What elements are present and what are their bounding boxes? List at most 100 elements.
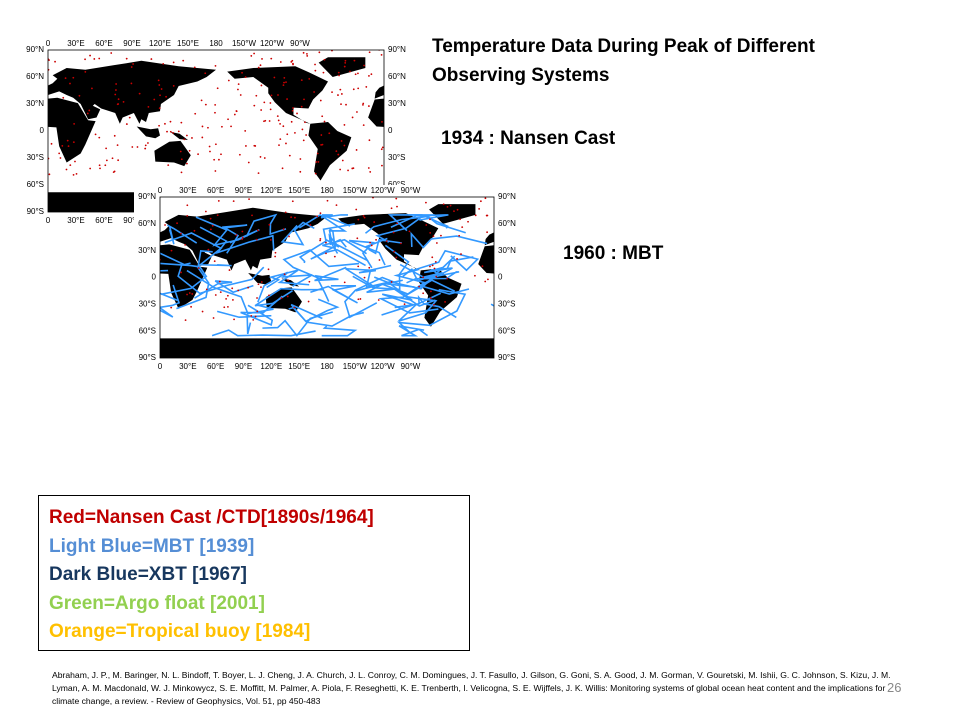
observation-dot bbox=[362, 124, 365, 127]
observation-dot bbox=[431, 256, 434, 259]
observation-dot bbox=[375, 238, 377, 241]
observation-dot bbox=[269, 102, 272, 104]
observation-dot bbox=[288, 154, 291, 157]
observation-dot bbox=[425, 201, 427, 204]
observation-dot bbox=[268, 223, 271, 226]
observation-dot bbox=[481, 265, 484, 268]
ship-track bbox=[186, 269, 274, 315]
observation-dot bbox=[200, 99, 203, 102]
observation-dot bbox=[239, 94, 242, 96]
observation-dot bbox=[188, 292, 191, 294]
observation-dot bbox=[314, 63, 316, 66]
observation-dot bbox=[113, 134, 116, 137]
observation-dot bbox=[381, 164, 383, 167]
observation-dot bbox=[393, 250, 396, 253]
ship-track bbox=[423, 255, 474, 274]
caption: 1960 : MBT bbox=[563, 243, 664, 264]
lon-label: 30°E bbox=[67, 216, 84, 225]
land bbox=[136, 126, 160, 139]
observation-dot bbox=[218, 158, 220, 161]
observation-dot bbox=[183, 138, 186, 141]
observation-dot bbox=[227, 305, 229, 308]
observation-dot bbox=[209, 217, 212, 220]
observation-dot bbox=[274, 251, 277, 254]
observation-dot bbox=[66, 139, 69, 142]
observation-dot bbox=[221, 125, 223, 128]
observation-dot bbox=[367, 167, 370, 169]
observation-dot bbox=[287, 279, 290, 282]
observation-dot bbox=[385, 240, 388, 242]
land bbox=[0, 122, 15, 181]
observation-dot bbox=[98, 136, 101, 139]
land bbox=[160, 207, 327, 271]
observation-dot bbox=[217, 200, 220, 202]
land bbox=[484, 232, 494, 246]
ship-track bbox=[377, 279, 456, 314]
observation-dot bbox=[335, 204, 338, 207]
observation-dot bbox=[116, 144, 119, 146]
observation-dot bbox=[319, 99, 322, 102]
observation-dot bbox=[252, 318, 255, 321]
observation-dot bbox=[159, 94, 161, 97]
observation-dot bbox=[318, 51, 321, 54]
observation-dot bbox=[351, 116, 354, 119]
ship-track bbox=[320, 214, 351, 227]
observation-dot bbox=[193, 66, 196, 69]
observation-dot bbox=[279, 122, 281, 125]
observation-dot bbox=[390, 207, 393, 210]
observation-dot bbox=[201, 125, 204, 128]
observation-dot bbox=[363, 276, 366, 279]
observation-dot bbox=[219, 291, 222, 294]
map: 0 0 30°E 30°E 60°E 60°E 90°E 90°E 120°E 120°E 150°… bbox=[134, 185, 520, 371]
observation-dot bbox=[340, 140, 343, 142]
observation-dot bbox=[320, 134, 323, 136]
ship-track bbox=[407, 249, 480, 273]
lat-label: 60°N bbox=[138, 219, 156, 228]
observation-dot bbox=[434, 260, 437, 263]
observation-dot bbox=[58, 152, 61, 155]
observation-dot bbox=[460, 253, 462, 255]
land bbox=[318, 57, 366, 77]
observation-dot bbox=[104, 164, 107, 167]
observation-dot bbox=[319, 212, 322, 215]
observation-dot bbox=[444, 301, 446, 303]
observation-dot bbox=[284, 211, 287, 214]
observation-dot bbox=[305, 134, 307, 136]
observation-dot bbox=[276, 115, 279, 118]
observation-dot bbox=[218, 280, 221, 283]
observation-dot bbox=[315, 161, 318, 163]
observation-dot bbox=[331, 91, 333, 94]
observation-dot bbox=[144, 147, 147, 150]
observation-dot bbox=[354, 73, 357, 76]
land bbox=[248, 273, 272, 285]
observation-dot bbox=[446, 206, 449, 208]
observation-dot bbox=[487, 278, 489, 281]
observation-dot bbox=[208, 145, 211, 148]
lon-label: 120°W bbox=[371, 362, 396, 371]
ship-track bbox=[176, 250, 213, 310]
observation-dot bbox=[207, 126, 209, 129]
observation-dot bbox=[279, 138, 282, 141]
observation-dot bbox=[270, 94, 273, 97]
lon-label: 90°W bbox=[401, 186, 421, 195]
observation-dot bbox=[302, 51, 305, 54]
map-frame bbox=[159, 196, 495, 359]
observation-dot bbox=[333, 255, 336, 258]
observation-dot bbox=[130, 66, 133, 68]
observation-dot bbox=[479, 200, 482, 203]
legend-item: Light Blue=MBT [1939] bbox=[49, 535, 255, 557]
observation-dot bbox=[345, 103, 347, 106]
observation-dot bbox=[369, 241, 372, 244]
lon-label: 180 bbox=[320, 362, 334, 371]
observation-dot bbox=[78, 94, 81, 97]
observation-dot bbox=[245, 145, 247, 147]
observation-dot bbox=[277, 119, 280, 122]
observation-dot bbox=[390, 281, 393, 283]
observation-dot bbox=[280, 297, 283, 300]
observation-dot bbox=[158, 107, 161, 110]
observation-dot bbox=[84, 70, 87, 73]
observation-dot bbox=[381, 146, 384, 149]
ship-track bbox=[160, 252, 191, 266]
observation-dot bbox=[357, 265, 360, 268]
ship-track bbox=[366, 282, 436, 307]
